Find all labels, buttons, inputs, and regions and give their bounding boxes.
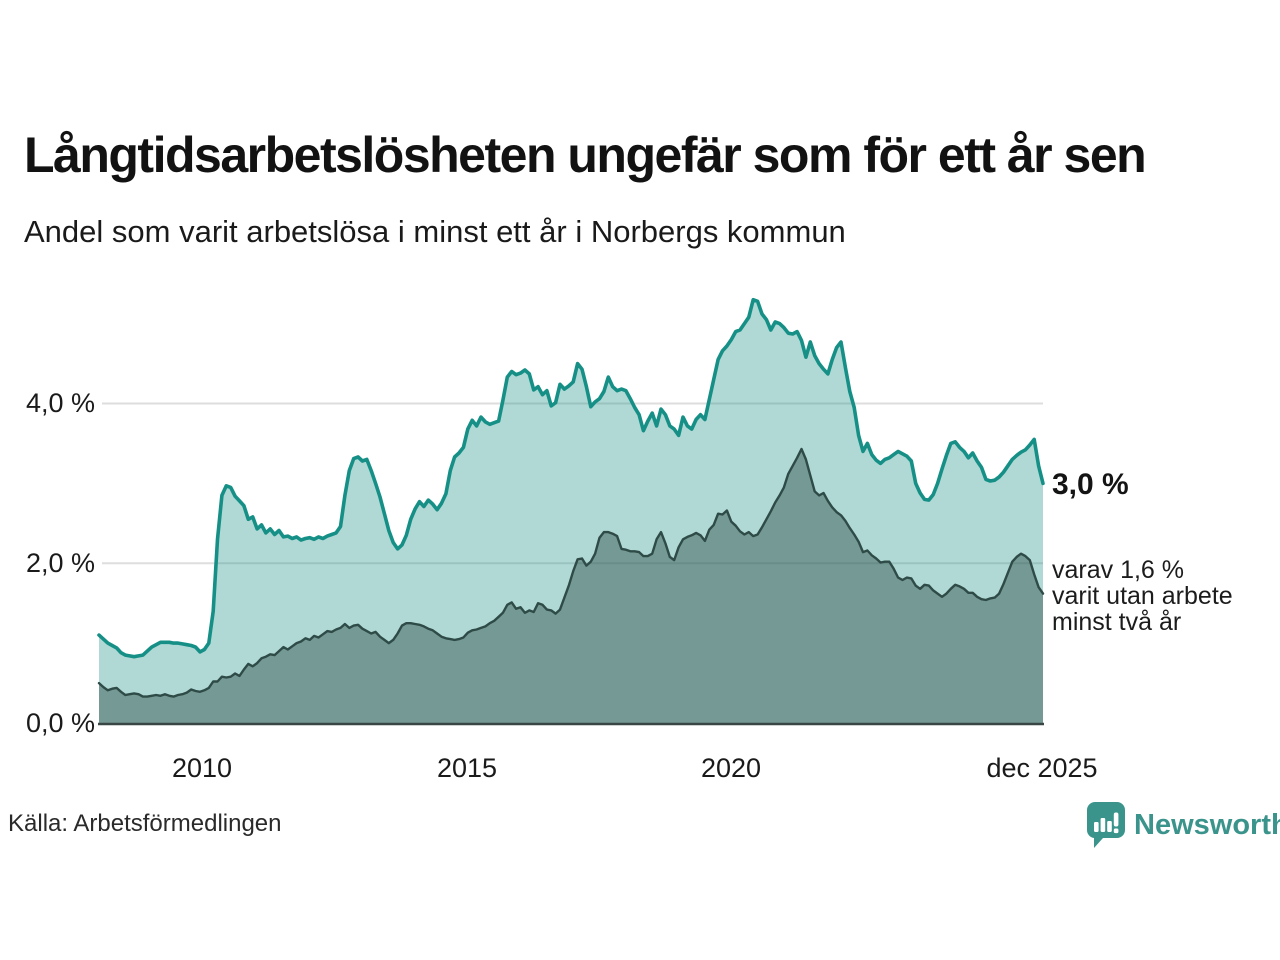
newsworthy-bubble-chart-icon [1086,801,1126,851]
series1-end-value-label: 3,0 % [1052,468,1129,501]
x-tick-label-2020: 2020 [700,753,762,783]
page-subtitle: Andel som varit arbetslösa i minst ett å… [24,214,846,249]
series2-end-label-line1: varav 1,6 % [1052,556,1185,584]
series2-end-value-label: varav 1,6 % varit utan arbete minst två … [1052,557,1233,635]
x-tick-label-2010: 2010 [171,753,233,783]
series2-end-label-line3: minst två år [1052,608,1182,636]
y-tick-label-0: 0,0 % [25,708,95,738]
source-credit: Källa: Arbetsförmedlingen [8,810,282,837]
newsworthy-logo: Newsworthy [1086,801,1280,851]
series-areas [97,297,1045,723]
y-tick-label-2: 2,0 % [25,548,95,578]
gridlines [102,402,1043,565]
y-tick-label-4: 4,0 % [25,388,95,418]
x-tick-label-2015: 2015 [436,753,498,783]
newsworthy-wordmark: Newsworthy [1134,809,1280,841]
series2-end-label-line2: varit utan arbete [1052,582,1233,610]
x-tick-label-dec-2025: dec 2025 [986,753,1098,783]
page-title: Långtidsarbetslösheten ungefär som för e… [24,127,1147,183]
